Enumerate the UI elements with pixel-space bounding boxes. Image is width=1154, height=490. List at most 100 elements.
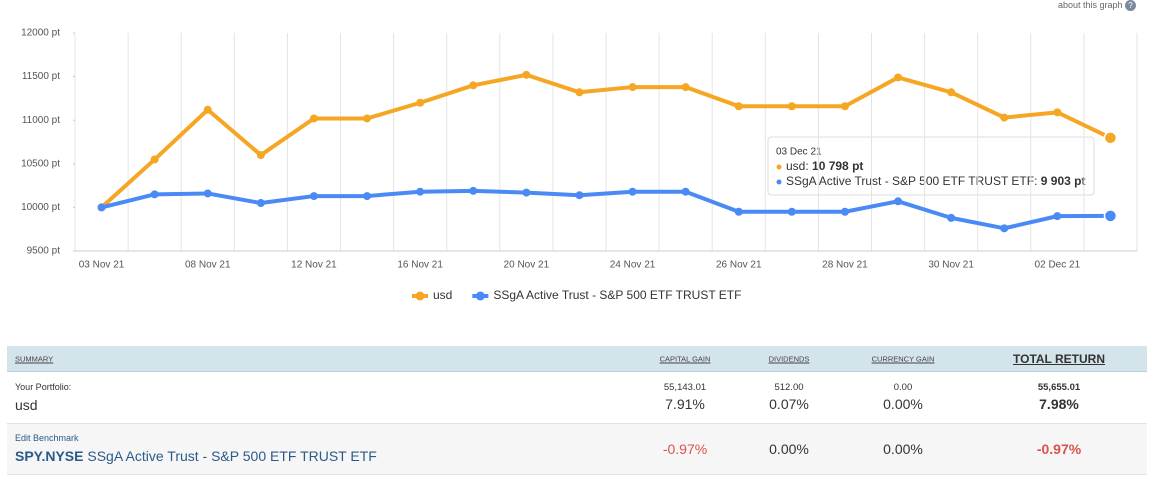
point	[1103, 131, 1118, 145]
point	[416, 187, 425, 196]
x-tick-label: 26 Nov 21	[716, 260, 762, 271]
tooltip-value: 9 903 pt	[1041, 174, 1086, 188]
point	[522, 188, 531, 197]
point	[363, 114, 372, 123]
cell: -0.97%	[662, 441, 708, 457]
point	[947, 213, 956, 222]
point	[309, 114, 318, 123]
label: usd	[15, 397, 38, 413]
tooltip-box	[767, 136, 1095, 196]
y-tick-label: 11000 pt	[22, 115, 60, 126]
legend-dot	[475, 291, 485, 301]
y-tick-label: 10500 pt	[21, 158, 60, 169]
point	[1000, 224, 1009, 233]
x-tick-label: 24 Nov 21	[610, 260, 656, 271]
point	[469, 81, 478, 90]
point	[150, 155, 159, 164]
point	[734, 102, 743, 111]
point	[203, 189, 212, 198]
header: CURRENCY GAIN	[871, 354, 935, 364]
x-tick-label: 08 Nov 21	[185, 260, 231, 271]
point	[575, 88, 584, 97]
portfolio-row: Your Portfolio: usd 55,143.01 7.91% 512.0…	[7, 372, 1147, 424]
cell: 0.00	[893, 382, 913, 393]
point	[203, 105, 212, 114]
point	[416, 98, 425, 107]
edit-benchmark[interactable]: Edit Benchmark	[15, 433, 79, 443]
point	[256, 151, 265, 160]
x-tick-label: 16 Nov 21	[397, 260, 443, 271]
point	[628, 187, 637, 196]
point	[840, 207, 849, 216]
cell: -0.97%	[1036, 441, 1082, 457]
point	[894, 197, 903, 206]
cell: 512.00	[774, 382, 804, 393]
point	[840, 102, 849, 111]
x-tick-label: 03 Nov 21	[79, 260, 125, 271]
tooltip-title: 03 Dec 21	[776, 147, 822, 158]
tooltip-label: SSgA Active Trust - S&P 500 ETF TRUST ET…	[786, 174, 1037, 188]
y-tick-label: 10000 pt	[21, 202, 60, 213]
point	[681, 187, 690, 196]
point	[1103, 209, 1118, 223]
cell: 55,143.01	[663, 382, 707, 393]
point	[97, 203, 106, 212]
series-line	[100, 72, 1112, 209]
point	[150, 190, 159, 199]
y-tick-label: 12000 pt	[21, 28, 60, 39]
point	[363, 192, 372, 201]
cell: 55,655.01	[1037, 382, 1081, 393]
point	[1053, 212, 1062, 221]
table-header: SUMMARY CAPITAL GAIN DIVIDENDS CURRENCY …	[7, 346, 1147, 372]
x-tick-label: 20 Nov 21	[504, 260, 550, 271]
point	[309, 192, 318, 201]
point	[734, 207, 743, 216]
x-tick-label: 30 Nov 21	[928, 260, 974, 271]
point	[1000, 113, 1009, 122]
y-tick-label: 11500 pt	[22, 71, 60, 82]
y-tick-label: 9500 pt	[27, 246, 61, 257]
point	[787, 102, 796, 111]
series-line	[101, 188, 1111, 231]
point	[894, 73, 903, 82]
header: DIVIDENDS	[768, 354, 810, 364]
header: CAPITAL GAIN	[659, 354, 711, 364]
benchmark-name: SPY.NYSE SSgA Active Trust - S&P 500 ETF…	[15, 448, 377, 464]
tooltip-value: 10 798 pt	[812, 159, 863, 173]
point	[947, 88, 956, 97]
ticker-link[interactable]: SPY.NYSE	[15, 448, 84, 464]
cell: 7.91%	[665, 396, 705, 412]
x-tick-label: 12 Nov 21	[291, 260, 337, 271]
point	[469, 186, 478, 195]
about-link[interactable]: about this graph ?	[1058, 0, 1136, 11]
point	[1053, 108, 1062, 117]
caption: Your Portfolio:	[15, 382, 72, 392]
legend-dot	[415, 291, 425, 301]
point	[256, 199, 265, 208]
point	[522, 70, 531, 79]
tooltip-text: usd: 10 798 pt	[786, 159, 863, 173]
point	[787, 207, 796, 216]
header: SUMMARY	[15, 354, 54, 364]
x-tick-label: 28 Nov 21	[822, 260, 868, 271]
tooltip-dot	[776, 164, 782, 170]
legend-label: usd	[433, 288, 452, 302]
help-icon[interactable]: ?	[1125, 0, 1136, 11]
tooltip-text: SSgA Active Trust - S&P 500 ETF TRUST ET…	[786, 174, 1085, 188]
tooltip-dot	[776, 179, 782, 185]
header: TOTAL RETURN	[1013, 352, 1105, 366]
cell: 0.07%	[769, 396, 809, 412]
point	[681, 83, 690, 92]
cell: 0.00%	[883, 441, 923, 457]
x-tick-label: 02 Dec 21	[1035, 260, 1081, 271]
cell: 0.00%	[883, 396, 923, 412]
point	[575, 191, 584, 200]
legend-label: SSgA Active Trust - S&P 500 ETF TRUST ET…	[493, 288, 741, 302]
tooltip-label: usd:	[786, 159, 809, 173]
benchmark-row: Edit Benchmark SPY.NYSE SSgA Active Trus…	[7, 424, 1147, 475]
name-link[interactable]: SSgA Active Trust - S&P 500 ETF TRUST ET…	[87, 448, 377, 464]
about-text[interactable]: about this graph	[1057, 0, 1123, 10]
